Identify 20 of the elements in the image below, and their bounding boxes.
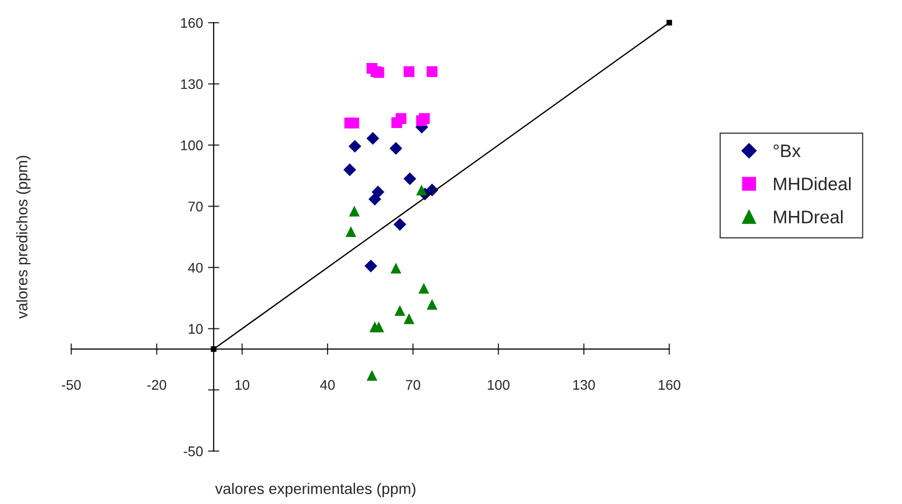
x-tick-label: 100 [488, 380, 510, 390]
y-tick-label: 160 [181, 18, 203, 28]
y-tick-label: 100 [181, 140, 203, 150]
x-tick-label: 130 [573, 380, 595, 390]
x-tick-label: 10 [235, 380, 250, 390]
x-tick-label: -20 [147, 380, 166, 390]
legend-label: °Bx [774, 144, 801, 158]
y-tick-label: 40 [188, 262, 203, 273]
x-tick-label: 40 [320, 380, 335, 390]
x-tick-label: -50 [62, 380, 81, 390]
x-tick-label: 160 [658, 380, 680, 390]
y-tick-label: 10 [188, 324, 203, 334]
x-tick-label: 70 [406, 380, 420, 390]
y-tick-label: 70 [188, 202, 203, 212]
y-tick-label: 130 [181, 79, 203, 90]
y-tick-label: -50 [184, 446, 203, 456]
legend-label: MHDreal [774, 210, 843, 224]
x-axis-title: valores experimentales (ppm) [215, 482, 416, 498]
legend-label: MHDideal [774, 177, 851, 190]
y-axis-title: valores predichos (ppm) [16, 156, 30, 319]
